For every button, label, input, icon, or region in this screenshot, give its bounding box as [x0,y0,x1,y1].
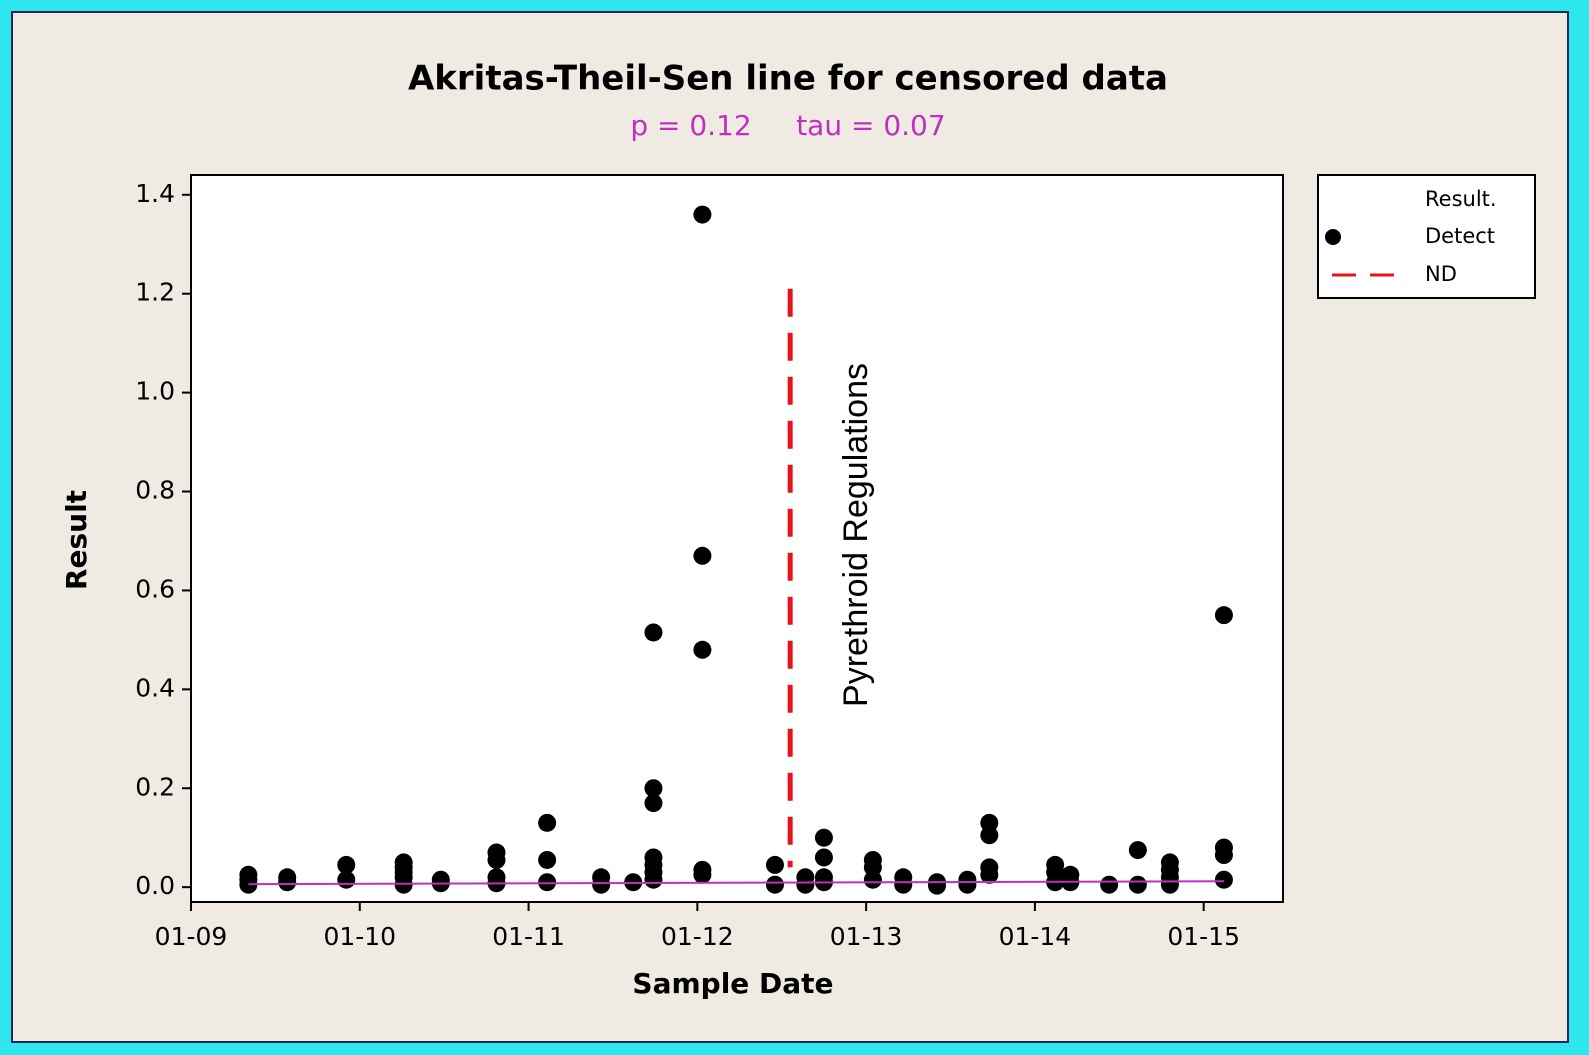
plot-area [190,174,1284,903]
subtitle: p = 0.12 tau = 0.07 [630,109,945,142]
point [1214,606,1233,625]
point [693,865,712,884]
point [644,794,663,813]
annotation: Pyrethroid Regulations [837,363,875,707]
point [538,850,557,869]
point [863,870,882,889]
point [1214,846,1233,865]
point [538,813,557,832]
x-tick-label: 01-15 [1167,922,1240,951]
point [765,855,784,874]
point [693,546,712,565]
legend-label: ND [1425,262,1457,286]
point [980,865,999,884]
point [980,826,999,845]
x-tick-label: 01-14 [999,922,1072,951]
point [958,875,977,894]
y-tick-label: 0.0 [135,871,175,900]
point [337,855,356,874]
point [693,205,712,224]
x-axis-label: Sample Date [632,967,833,1000]
x-tick-label: 01-09 [155,922,228,951]
y-tick-label: 0.6 [135,574,175,603]
point [337,870,356,889]
y-tick-label: 0.2 [135,772,175,801]
legend [1317,174,1536,299]
point [814,828,833,847]
point [796,875,815,894]
y-tick-label: 1.4 [135,179,175,208]
legend-marker [1325,229,1341,245]
x-tick-label: 01-12 [661,922,734,951]
point [1100,875,1119,894]
point [894,875,913,894]
point [644,779,663,798]
chart-title: Akritas-Theil-Sen line for censored data [408,59,1168,99]
x-tick-label: 01-11 [492,922,565,951]
point [863,858,882,877]
trend-line [248,880,1224,886]
point [644,623,663,642]
point [693,640,712,659]
y-tick-label: 1.0 [135,377,175,406]
y-tick-label: 0.4 [135,673,175,702]
y-axis-label: Result [60,490,93,590]
point [1160,875,1179,894]
point [239,875,258,894]
x-tick-label: 01-13 [830,922,903,951]
point [1214,870,1233,889]
point [1128,841,1147,860]
x-tick-label: 01-10 [323,922,396,951]
point [980,813,999,832]
point [814,848,833,867]
point [765,875,784,894]
point [644,870,663,889]
point [538,873,557,892]
point [278,873,297,892]
point [487,850,506,869]
y-tick-label: 1.2 [135,278,175,307]
point [1128,875,1147,894]
point [928,876,947,895]
legend-title: Result. [1425,187,1497,211]
point [592,875,611,894]
y-tick-label: 0.8 [135,476,175,505]
legend-label: Detect [1425,224,1495,248]
